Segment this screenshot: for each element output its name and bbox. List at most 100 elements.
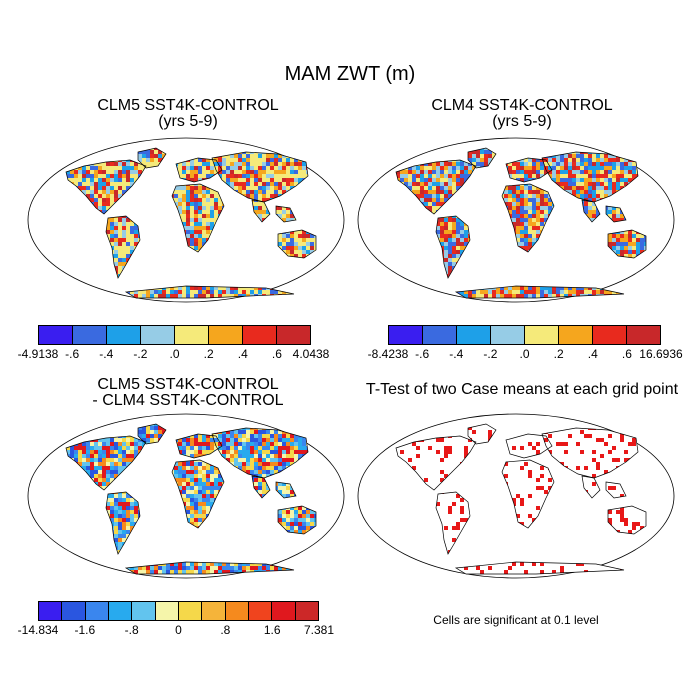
- colorbar-label: .4: [237, 347, 248, 361]
- colorbar-label: .8: [220, 623, 231, 637]
- panel-1-title-line1: CLM5 SST4K-CONTROL: [97, 97, 279, 114]
- colorbar-swatch: [209, 326, 243, 344]
- colorbar-swatch: [155, 602, 179, 620]
- coastline: [277, 505, 317, 535]
- coastline: [65, 159, 147, 215]
- colorbar-swatch: [175, 326, 209, 344]
- colorbar-swatch: [141, 326, 175, 344]
- coastline: [605, 481, 627, 499]
- colorbar-label: 7.381: [303, 623, 335, 637]
- panel-3-colorbar: [38, 601, 319, 621]
- panel-1-map: [26, 136, 346, 304]
- colorbar-swatch: [178, 602, 203, 620]
- figure-title: MAM ZWT (m): [284, 63, 416, 85]
- panel-1-colorbar-labels: -4.9138 -.6 -.4 -.2 .0 .2 .4 .6 4.0438: [18, 347, 330, 361]
- colorbar-label: -.6: [65, 347, 80, 361]
- coastline: [277, 229, 317, 259]
- coastline: [541, 427, 639, 479]
- panel-1-title-line2: (yrs 5-9): [158, 113, 218, 130]
- panel-3-colorbar-labels: -14.834 -1.6 -.8 0 .8 1.6 7.381: [18, 623, 334, 637]
- colorbar-swatch: [62, 602, 86, 620]
- coastline: [607, 229, 647, 259]
- colorbar-label: .0: [169, 347, 180, 361]
- coastline: [251, 475, 271, 499]
- panel-2-title-line2: (yrs 5-9): [492, 113, 552, 130]
- colorbar-label: .6: [621, 347, 632, 361]
- colorbar-label: 4.0438: [292, 347, 330, 361]
- colorbar-label: -14.834: [17, 623, 59, 637]
- colorbar-swatch: [202, 602, 226, 620]
- colorbar-label: .2: [203, 347, 214, 361]
- colorbar-swatch: [39, 326, 73, 344]
- colorbar-swatch: [277, 326, 310, 344]
- coastline: [467, 147, 497, 169]
- colorbar-swatch: [389, 326, 423, 344]
- coastline: [501, 183, 555, 253]
- coastline: [105, 215, 141, 279]
- colorbar-swatch: [272, 602, 296, 620]
- coastline: [435, 215, 471, 279]
- colorbar-swatch: [73, 326, 107, 344]
- panel-4-title: T-Test of two Case means at each grid po…: [347, 382, 697, 398]
- colorbar-label: -.6: [415, 347, 430, 361]
- colorbar-swatch: [248, 602, 273, 620]
- panel-2-colorbar-labels: -8.4238 -.6 -.4 -.2 .0 .2 .4 .6 16.6936: [368, 347, 683, 361]
- coastline: [501, 459, 555, 529]
- panel-2-map: [356, 136, 676, 304]
- panel-3-map: [26, 412, 346, 580]
- colorbar-label: -.2: [133, 347, 148, 361]
- colorbar-label: .4: [587, 347, 598, 361]
- coastline: [435, 491, 471, 555]
- colorbar-swatch: [243, 326, 277, 344]
- coastline: [581, 199, 601, 223]
- coastline: [211, 427, 309, 479]
- panel-2-title: CLM4 SST4K-CONTROL (yrs 5-9): [352, 98, 692, 130]
- significance-note: Cells are significant at 0.1 level: [433, 613, 599, 627]
- panel-4-map: [356, 412, 676, 580]
- panel-1-title: CLM5 SST4K-CONTROL (yrs 5-9): [18, 98, 358, 130]
- coastline: [505, 157, 553, 183]
- coastline: [467, 423, 497, 445]
- coastline: [211, 151, 309, 203]
- coastline: [275, 205, 297, 223]
- colorbar-label: 0: [175, 623, 182, 637]
- panel-3-title: CLM5 SST4K-CONTROL - CLM4 SST4K-CONTROL: [18, 377, 358, 409]
- panel-3-title-line2: - CLM4 SST4K-CONTROL: [92, 392, 284, 409]
- panel-2-title-line1: CLM4 SST4K-CONTROL: [431, 97, 613, 114]
- colorbar-swatch: [39, 602, 63, 620]
- coastline: [541, 151, 639, 203]
- coastline: [395, 159, 477, 215]
- colorbar-label: -8.4238: [367, 347, 409, 361]
- coastline: [605, 205, 627, 223]
- panel-3-title-line1: CLM5 SST4K-CONTROL: [97, 376, 279, 393]
- coastline: [505, 433, 553, 459]
- coastline: [607, 505, 647, 535]
- colorbar-swatch: [225, 602, 249, 620]
- colorbar-label: -.4: [99, 347, 114, 361]
- colorbar-label: .0: [519, 347, 530, 361]
- colorbar-label: 1.6: [263, 623, 281, 637]
- colorbar-label: -4.9138: [17, 347, 59, 361]
- colorbar-label: -1.6: [74, 623, 96, 637]
- coastline: [124, 285, 295, 299]
- coastline: [171, 459, 225, 529]
- panel-1-colorbar: [38, 325, 311, 345]
- coastline: [581, 475, 601, 499]
- colorbar-label: -.8: [124, 623, 139, 637]
- colorbar-swatch: [107, 326, 141, 344]
- panel-4-title-line1: T-Test of two Case means at each grid po…: [365, 381, 679, 398]
- coastline: [251, 199, 271, 223]
- colorbar-swatch: [423, 326, 457, 344]
- coastline: [137, 423, 167, 445]
- colorbar-label: .2: [553, 347, 564, 361]
- coastline: [137, 147, 167, 169]
- coastline: [275, 481, 297, 499]
- panel-2-colorbar: [388, 325, 661, 345]
- coastline: [175, 433, 223, 459]
- colorbar-label: .6: [271, 347, 282, 361]
- colorbar-label: 16.6936: [639, 347, 683, 361]
- coastline: [454, 285, 625, 299]
- coastline: [454, 561, 625, 575]
- colorbar-label: -.2: [483, 347, 498, 361]
- colorbar-swatch: [525, 326, 559, 344]
